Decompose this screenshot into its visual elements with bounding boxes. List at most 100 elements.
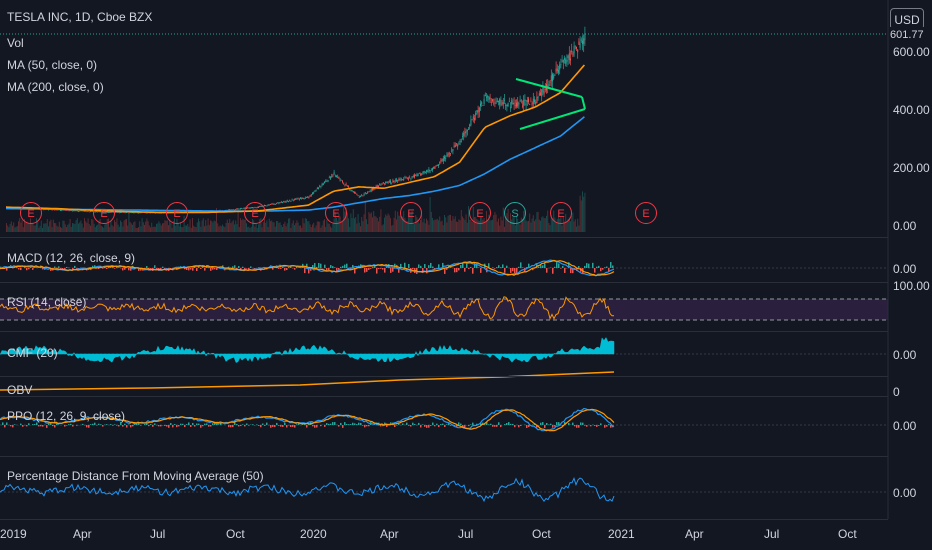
earnings-event-icon[interactable]: E [20, 202, 42, 224]
candle-body [306, 196, 307, 198]
volume-bar [108, 218, 109, 232]
volume-bar [579, 195, 581, 232]
volume-bar [430, 211, 432, 232]
cmf-label[interactable]: CMF (20) [7, 346, 58, 360]
volume-bar [388, 215, 390, 232]
macd-histogram-bar [422, 268, 424, 274]
macd-label[interactable]: MACD (12, 26, close, 9) [7, 251, 136, 265]
ppo-histogram-bar [48, 423, 50, 425]
candle-body [358, 196, 360, 198]
earnings-event-icon[interactable]: E [93, 202, 115, 224]
volume-bar [448, 214, 450, 232]
ppo-label[interactable]: PPO (12, 26, 9, close) [7, 409, 126, 423]
legend-ma50[interactable]: MA (50, close, 0) [7, 58, 98, 72]
macd-histogram-bar [586, 263, 588, 268]
candle-body [124, 212, 126, 214]
volume-bar [12, 225, 13, 232]
macd-histogram-bar [128, 268, 130, 271]
rsi-label[interactable]: RSI (14, close) [7, 295, 87, 309]
earnings-event-icon[interactable]: E [166, 202, 188, 224]
candle-body [478, 107, 480, 112]
candle-body [394, 180, 396, 182]
pane-separator[interactable] [0, 237, 888, 238]
candle-body [561, 60, 563, 62]
pane-separator[interactable] [0, 376, 888, 377]
volume-bar [303, 223, 305, 232]
volume-bar [70, 226, 72, 232]
earnings-event-icon[interactable]: E [325, 202, 347, 224]
volume-bar [296, 220, 298, 232]
ppo-histogram-bar [442, 423, 444, 425]
ppo-histogram-bar [448, 423, 450, 425]
candle-body [373, 187, 375, 190]
ppo-histogram-bar [394, 425, 396, 428]
macd-histogram-bar [130, 268, 132, 271]
candle-body [344, 184, 346, 186]
volume-bar [544, 218, 546, 232]
pane-separator[interactable] [0, 456, 888, 457]
candle-body [270, 204, 271, 205]
macd-histogram-bar [466, 263, 468, 268]
ppo-histogram-bar [64, 425, 66, 427]
ppo-histogram-bar [330, 423, 332, 425]
volume-bar [177, 223, 179, 232]
ppo-histogram-bar [182, 423, 184, 425]
candle-body [404, 177, 406, 179]
volume-bar [118, 226, 120, 232]
candle-body [522, 105, 523, 107]
pane-separator[interactable] [0, 396, 888, 397]
pane-separator[interactable] [0, 519, 888, 520]
candle-body [380, 184, 382, 186]
volume-bar [535, 219, 537, 232]
ppo-histogram-bar [230, 425, 232, 428]
volume-bar [289, 218, 291, 232]
pane-separator[interactable] [0, 282, 888, 283]
split-event-icon[interactable]: S [504, 202, 526, 224]
volume-bar [222, 224, 223, 232]
volume-bar [44, 223, 46, 232]
candle-body [276, 203, 277, 205]
earnings-event-icon[interactable]: E [469, 202, 491, 224]
candle-body [146, 212, 148, 214]
candle-body [364, 192, 366, 194]
obv-label[interactable]: OBV [7, 383, 33, 397]
volume-bar [272, 222, 274, 232]
ppo-histogram-bar [196, 423, 198, 425]
ppo-histogram-bar [164, 425, 166, 426]
volume-bar [543, 218, 545, 232]
candle-body [312, 193, 313, 194]
ppo-histogram-bar [258, 425, 260, 426]
ppo-histogram-bar [348, 424, 350, 425]
volume-bar [22, 227, 24, 232]
earnings-event-icon[interactable]: E [550, 202, 572, 224]
earnings-event-icon[interactable]: E [400, 202, 422, 224]
pdma-line [0, 477, 615, 503]
pane-separator[interactable] [0, 331, 888, 332]
volume-bar [129, 221, 131, 232]
earnings-event-icon[interactable]: E [244, 202, 266, 224]
volume-bar [444, 214, 445, 232]
candle-body [418, 172, 420, 174]
macd-histogram-bar [404, 262, 406, 268]
time-tick: 2020 [300, 527, 327, 541]
volume-bar [478, 220, 480, 232]
candle-body [518, 102, 520, 105]
candle-body [85, 210, 87, 212]
volume-bar [244, 219, 246, 232]
legend-ma200[interactable]: MA (200, close, 0) [7, 80, 104, 94]
volume-bar [298, 225, 300, 232]
legend-volume[interactable]: Vol [7, 36, 24, 50]
volume-bar [297, 222, 299, 232]
macd-histogram-bar [444, 268, 446, 274]
candle-body [288, 201, 289, 203]
candle-body [580, 39, 582, 41]
earnings-event-icon[interactable]: E [635, 202, 657, 224]
candle-body [128, 212, 130, 214]
macd-histogram-bar [428, 265, 430, 268]
pdma-label[interactable]: Percentage Distance From Moving Average … [7, 469, 264, 483]
ppo-histogram-bar [202, 425, 204, 427]
volume-bar [180, 222, 181, 232]
macd-histogram-bar [162, 266, 164, 268]
macd-histogram-bar [558, 263, 560, 268]
